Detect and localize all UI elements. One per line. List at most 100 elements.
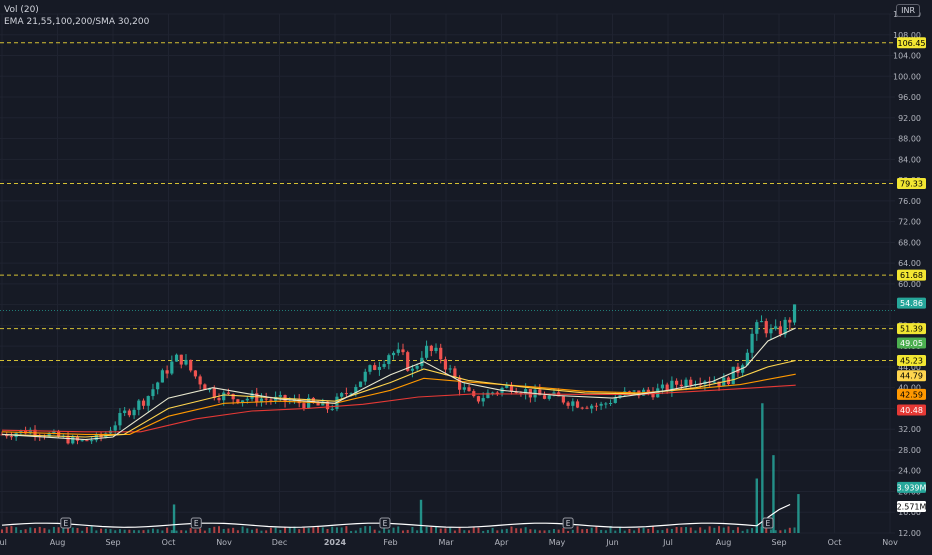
volume-bar [637, 528, 640, 533]
y-tick-label: 16.00 [898, 508, 921, 517]
volume-bar [675, 526, 678, 533]
candle-body [316, 402, 320, 406]
price-tag [897, 297, 926, 309]
volume-bar [15, 527, 18, 533]
y-tick-label: 28.00 [898, 446, 921, 455]
volume-bar [524, 527, 527, 533]
y-tick-label: 92.00 [898, 114, 921, 123]
volume-bar [538, 530, 541, 533]
candle-body [443, 359, 448, 370]
candle-body [439, 347, 443, 360]
volume-bar [453, 530, 456, 533]
volume-bar [458, 527, 461, 533]
candle-body [80, 440, 84, 442]
price-tag-label: 2.571M [897, 503, 927, 512]
y-tick-label: 88.00 [898, 135, 921, 144]
volume-bar [184, 530, 187, 533]
volume-indicator-label[interactable]: Vol (20) [4, 5, 39, 15]
volume-bar [175, 530, 178, 533]
volume-bar [81, 530, 84, 533]
earnings-marker-label: E [63, 519, 68, 528]
volume-bar [416, 530, 419, 533]
candle-body [509, 385, 514, 392]
volume-bar [307, 528, 310, 533]
moving-average-indicator-label[interactable]: EMA 21,55,100,200/SMA 30,200 [4, 17, 150, 27]
candle-body [156, 382, 160, 390]
candle-body [137, 400, 141, 410]
candle-body [547, 395, 551, 399]
currency-button[interactable]: INR [896, 4, 920, 17]
y-tick-label: 40.00 [898, 384, 921, 393]
candle-body [561, 396, 565, 403]
candle-body [698, 383, 702, 385]
earnings-marker[interactable]: E [379, 517, 391, 529]
candle-body [5, 434, 9, 437]
price-tag [897, 404, 926, 416]
earnings-marker[interactable]: E [762, 517, 774, 529]
candle-body [66, 435, 70, 444]
volume-bar [368, 526, 371, 533]
candle-body [330, 408, 334, 410]
candle-body [717, 381, 721, 387]
volume-bar [194, 529, 197, 533]
candle-body [741, 365, 745, 373]
x-tick-label: Dec [272, 538, 287, 547]
earnings-marker[interactable]: E [60, 517, 72, 529]
volume-bar [29, 527, 32, 533]
volume-bar [529, 529, 532, 533]
volume-bar [48, 529, 51, 533]
candle-body [259, 398, 264, 403]
price-tag [897, 388, 926, 400]
volume-bar [331, 526, 334, 533]
earnings-marker-box [190, 517, 202, 529]
price-tag-label: 51.39 [900, 325, 923, 334]
ema55-line [1, 359, 796, 438]
price-tag-label: 44.79 [900, 372, 923, 381]
candle-body [675, 380, 679, 385]
candle-body [193, 370, 198, 377]
price-tag-label: 106.45 [898, 39, 926, 48]
candle-body [9, 436, 14, 438]
candle-body [457, 377, 462, 390]
candle-body [85, 440, 89, 442]
candle-body [382, 364, 386, 367]
volume-bar [293, 526, 296, 533]
volume-sma-line [1, 503, 791, 528]
volume-bar [137, 530, 140, 533]
y-tick-label: 64.00 [898, 259, 921, 268]
volume-bar [67, 527, 70, 533]
volume-bar [354, 530, 357, 533]
volume-bar [255, 528, 258, 533]
volume-bar [1, 529, 3, 533]
earnings-marker[interactable]: E [190, 517, 202, 529]
candle-body [604, 403, 608, 405]
candle-body [429, 345, 433, 352]
volume-bar [694, 530, 697, 533]
earnings-marker[interactable]: E [562, 517, 574, 529]
volume-bar [104, 528, 107, 533]
volume-bar [156, 529, 159, 533]
candle-body [278, 395, 282, 397]
volume-bar [552, 529, 555, 533]
volume-bar [477, 527, 480, 533]
candle-body [123, 410, 127, 414]
volume-bar [378, 530, 381, 533]
volume-bar [435, 526, 438, 533]
volume-bar [761, 403, 764, 533]
price-tag-label: 61.68 [900, 271, 923, 280]
volume-bar [496, 530, 499, 533]
candle-body [264, 398, 268, 400]
candle-body [665, 384, 669, 392]
y-tick-label: 72.00 [898, 218, 921, 227]
x-tick-label: Jul [0, 538, 7, 547]
volume-bar [71, 527, 74, 533]
volume-bar [670, 528, 673, 533]
candle-body [434, 347, 438, 352]
earnings-marker-box [762, 517, 774, 529]
candle-body [222, 392, 226, 401]
candle-body [377, 366, 381, 370]
volume-bar [732, 530, 735, 533]
chart-legend: Vol (20) EMA 21,55,100,200/SMA 30,200 [4, 4, 149, 28]
